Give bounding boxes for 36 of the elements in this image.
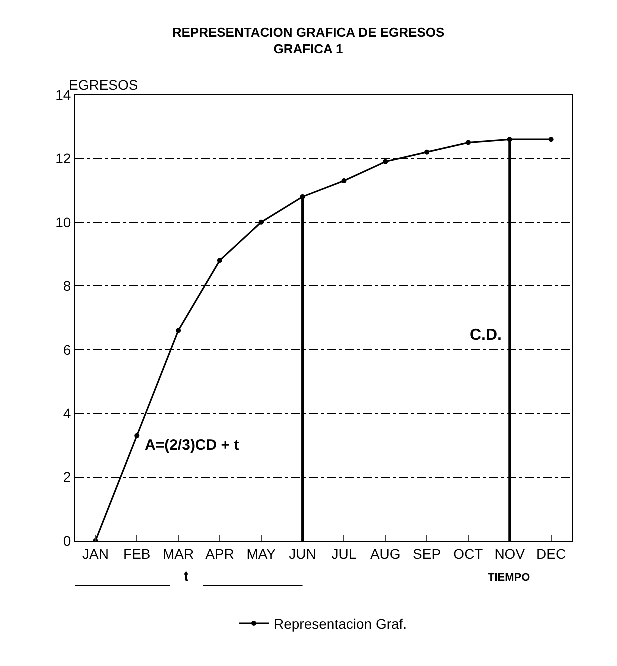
point — [258, 220, 264, 225]
y-tick-label: 0 — [63, 532, 72, 549]
x-tick-label: JUN — [289, 546, 316, 562]
x-tick-label: MAY — [246, 546, 277, 562]
y-tick-label: 2 — [63, 469, 72, 486]
x-tick-label: AUG — [370, 546, 401, 562]
text: t — [184, 568, 189, 584]
y-tick-label: 6 — [63, 342, 72, 358]
y-tick-label: 10 — [56, 214, 72, 230]
point — [466, 140, 471, 146]
point — [383, 159, 388, 164]
legend-label: Representacion Graf. — [274, 616, 408, 632]
x-tick-label: MAR — [162, 546, 194, 562]
point — [134, 433, 140, 438]
y-axis-title: EGRESOS — [69, 77, 138, 93]
x-tick-label: JAN — [82, 546, 109, 562]
point — [548, 137, 554, 142]
chart-title: REPRESENTACION GRAFICA DE EGRESOS GRAFICA 1 — [172, 24, 445, 57]
point — [424, 150, 430, 155]
x-tick-label: SEP — [413, 546, 442, 562]
y-tick-label: 8 — [63, 278, 72, 294]
annotation: A=(2/3)CD + t — [145, 437, 240, 454]
x-axis-title: TIEMPO — [488, 572, 531, 584]
annotation: C.D. — [470, 327, 502, 344]
point — [217, 258, 222, 264]
x-tick-label: APR — [206, 546, 234, 562]
x-tick-label: JUL — [332, 546, 357, 562]
point — [342, 178, 347, 184]
x-tick-label: FEB — [124, 546, 151, 562]
y-tick-label: 12 — [56, 150, 72, 167]
y-tick-label: 14 — [56, 86, 72, 103]
x-tick-label: DEC — [536, 546, 566, 562]
y-tick-label: 4 — [63, 405, 72, 422]
x-tick-label: OCT — [454, 546, 484, 562]
point — [176, 328, 182, 334]
x-tick-label: NOV — [494, 546, 526, 562]
